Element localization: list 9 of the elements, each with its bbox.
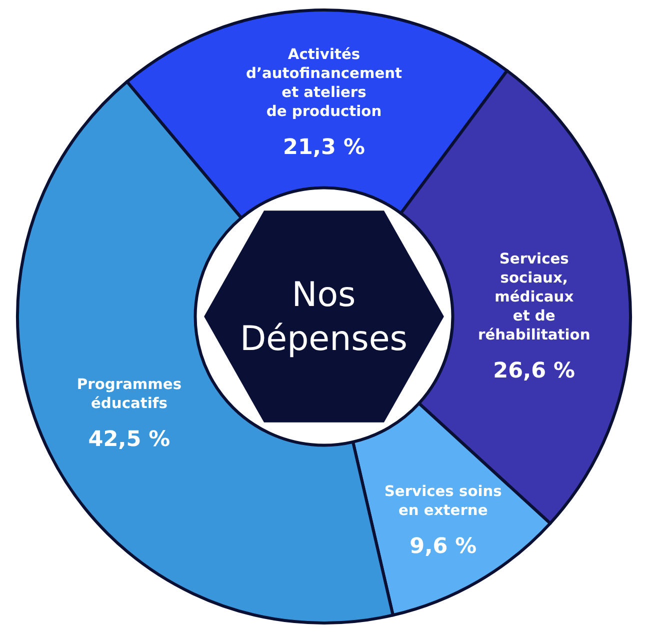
data-label: 26,6 % [493,358,576,384]
data-label: 9,6 % [410,534,477,560]
slice-label: Services sociaux, médicaux et de réhabilitation [478,250,590,344]
data-label: 42,5 % [88,427,170,452]
text: Nos Dépenses [240,275,408,360]
data-label: 21,3 % [283,135,365,160]
slice-label: Activités d’autofinancement et ateliers de production [246,46,402,120]
slice-label: Programmes éducatifs [76,376,182,412]
slice-label: Services soins en externe [384,482,502,519]
